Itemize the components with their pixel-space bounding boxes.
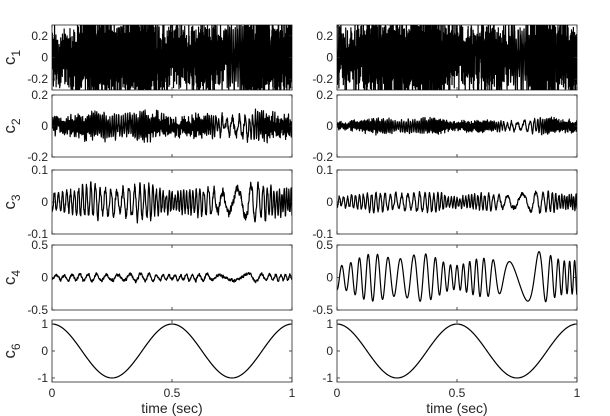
y-tick-label: 1: [326, 317, 333, 331]
y-tick-label: 0: [326, 195, 333, 209]
y-axis-label-main: c: [0, 125, 19, 134]
y-tick-label: 0.2: [31, 29, 48, 43]
x-tick-label: 0: [334, 386, 341, 400]
y-axis-label: c6: [0, 343, 23, 359]
y-tick-label: -0.5: [27, 303, 48, 317]
y-tick-label: -0.2: [312, 72, 333, 86]
y-tick-label: 0.2: [316, 88, 333, 102]
y-tick-label: 0: [41, 119, 48, 133]
y-axis-label: c3: [0, 194, 23, 210]
y-tick-label: 0.1: [31, 163, 48, 177]
y-tick-label: 0: [326, 271, 333, 285]
y-axis-label: c4: [0, 270, 23, 286]
series-line: [337, 251, 577, 303]
y-axis-label: c1: [0, 50, 23, 66]
series-line: [337, 323, 577, 379]
panel-r2-c1: [51, 94, 293, 158]
y-axis-label-sub: 3: [9, 194, 23, 201]
series-line: [52, 25, 292, 90]
y-axis-label-sub: 6: [9, 343, 23, 350]
x-tick-label: 1: [289, 386, 296, 400]
panel-r3-c1: [51, 169, 293, 235]
axes-box: [336, 319, 578, 383]
y-tick-label: -0.2: [27, 72, 48, 86]
axes-box: [51, 319, 293, 383]
y-tick-label: 0: [41, 344, 48, 358]
y-tick-label: -1: [322, 371, 333, 385]
y-tick-label: 0.5: [31, 238, 48, 252]
x-tick-label: 0.5: [164, 386, 181, 400]
series-line: [52, 181, 292, 224]
y-tick-label: -0.2: [312, 150, 333, 164]
y-tick-label: 0: [326, 344, 333, 358]
panel-r1-c2: [336, 24, 578, 91]
y-tick-label: 0: [326, 119, 333, 133]
panel-r5-c2: [336, 319, 578, 383]
series-line: [52, 323, 292, 379]
y-axis-label-main: c: [0, 201, 19, 210]
y-axis-label-sub: 1: [9, 50, 23, 57]
y-tick-label: 0: [41, 51, 48, 65]
panel-r5-c1: [51, 319, 293, 383]
y-tick-label: 0: [41, 271, 48, 285]
series-line: [337, 116, 577, 136]
y-axis-label-main: c: [0, 350, 19, 359]
y-axis-label-main: c: [0, 56, 19, 65]
x-tick-label: 1: [574, 386, 581, 400]
panel-r4-c2: [336, 244, 578, 311]
y-tick-label: 0.5: [316, 238, 333, 252]
y-tick-label: -1: [37, 371, 48, 385]
series-line: [52, 271, 292, 284]
y-tick-label: 1: [41, 317, 48, 331]
series-line: [337, 190, 577, 214]
y-tick-label: 0.2: [31, 88, 48, 102]
y-tick-label: 0.2: [316, 29, 333, 43]
y-axis-label-sub: 4: [9, 270, 23, 277]
y-axis-label-main: c: [0, 276, 19, 285]
y-tick-label: -0.2: [27, 150, 48, 164]
y-tick-label: -0.1: [27, 227, 48, 241]
y-axis-label-sub: 2: [9, 118, 23, 125]
y-tick-label: -0.1: [312, 227, 333, 241]
x-tick-label: 0.5: [449, 386, 466, 400]
y-tick-label: 0: [41, 195, 48, 209]
panel-r4-c1: [51, 244, 293, 311]
x-axis-label: time (sec): [426, 400, 487, 416]
series-line: [337, 25, 577, 90]
series-line: [52, 108, 292, 144]
axes-box: [51, 244, 293, 311]
panel-r3-c2: [336, 169, 578, 235]
y-axis-label: c2: [0, 118, 23, 134]
panel-r1-c1: [51, 24, 293, 91]
panel-r2-c2: [336, 94, 578, 158]
x-axis-label: time (sec): [141, 400, 202, 416]
y-tick-label: 0.1: [316, 163, 333, 177]
y-tick-label: -0.5: [312, 303, 333, 317]
y-tick-label: 0: [326, 51, 333, 65]
x-tick-label: 0: [49, 386, 56, 400]
